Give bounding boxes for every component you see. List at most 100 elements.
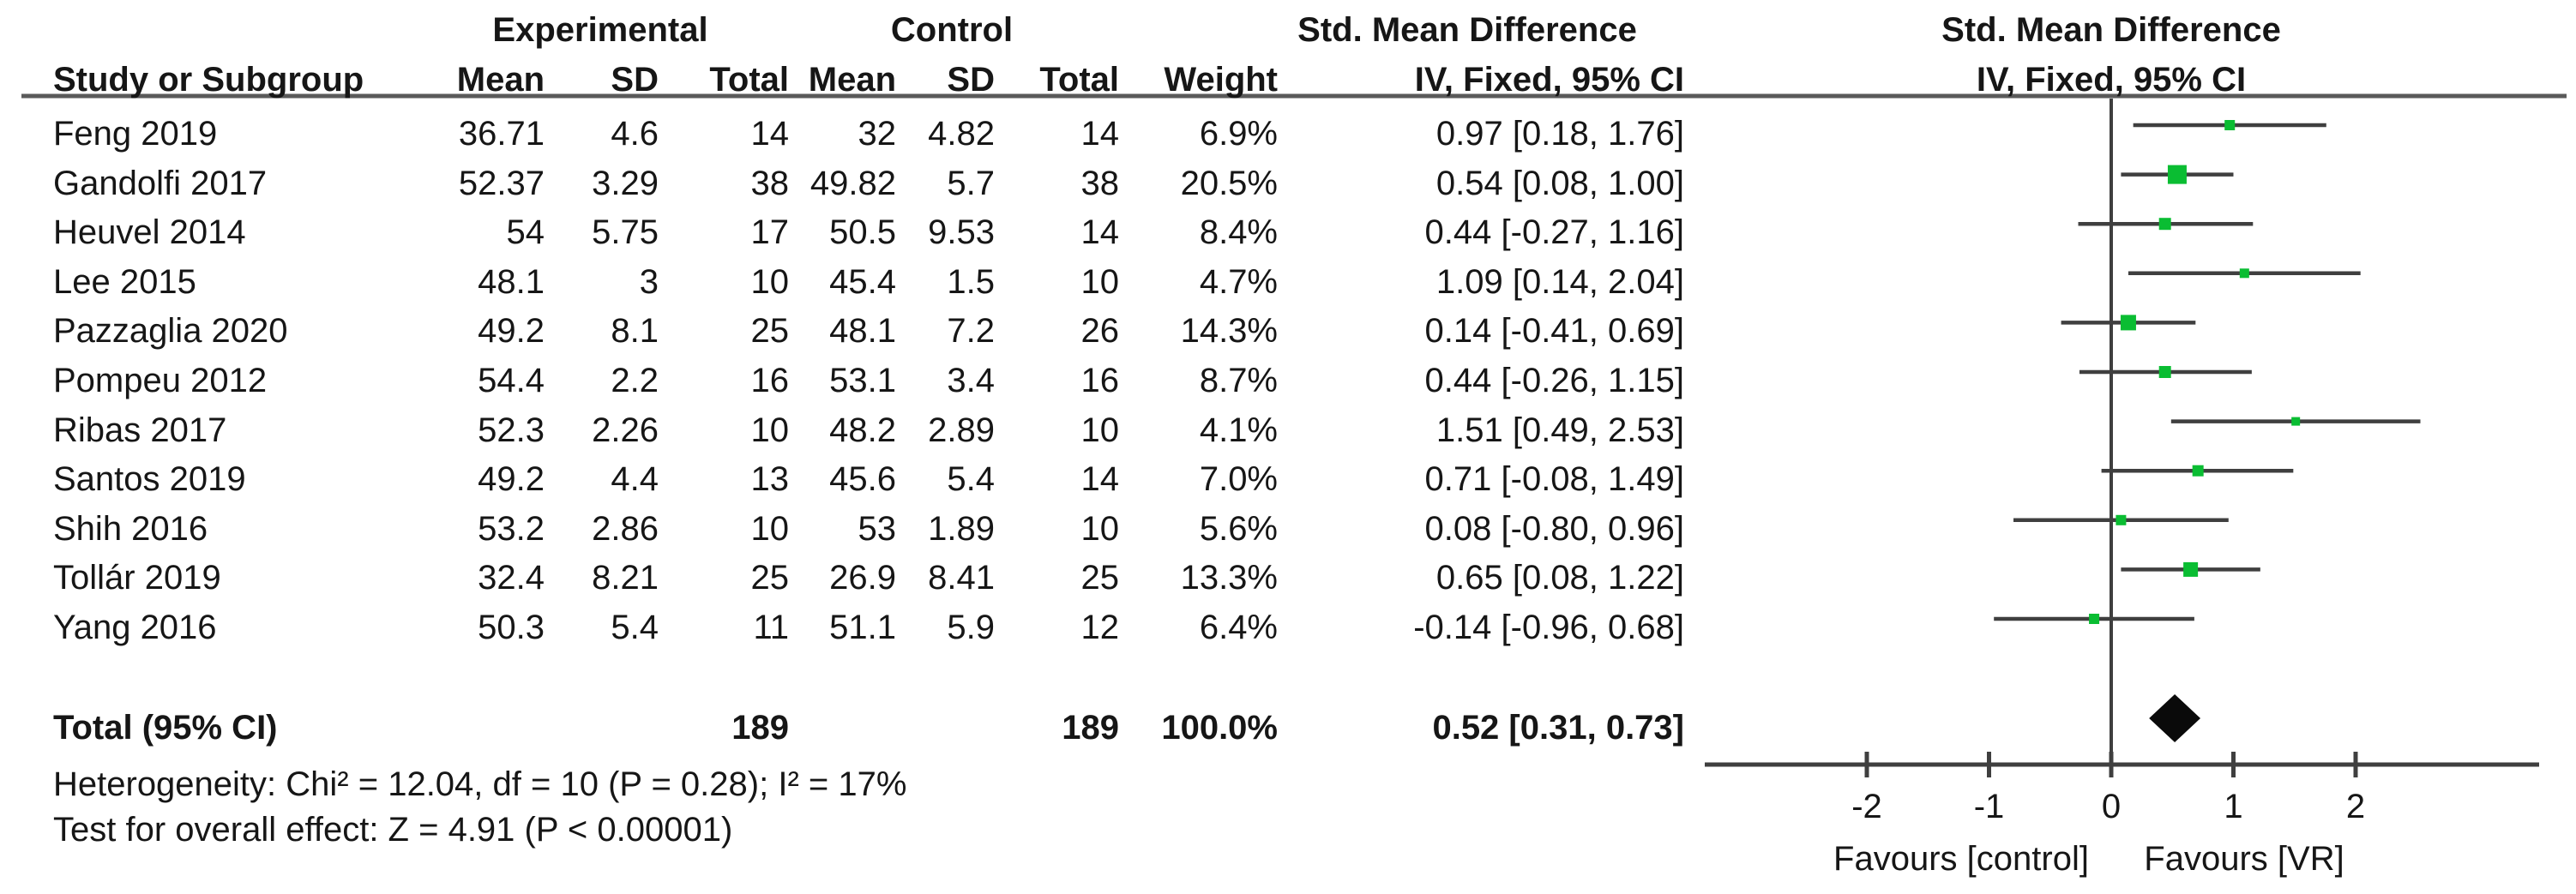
study-name: Gandolfi 2017 [53, 164, 268, 202]
overall-effect-note: Test for overall effect: Z = 4.91 (P < 0… [53, 811, 733, 849]
column-header-weight: Weight [1164, 61, 1278, 99]
group-header-experimental: Experimental [492, 11, 708, 49]
total-row-label: Total (95% CI) [53, 709, 278, 747]
effect-marker [2167, 165, 2187, 184]
ctrl-sd: 1.89 [928, 509, 995, 548]
ctrl-total: 14 [1080, 213, 1120, 252]
exp-total: 25 [750, 559, 790, 597]
exp-mean: 49.2 [478, 460, 545, 499]
ctrl-mean: 45.4 [829, 262, 896, 301]
effect-marker [2183, 561, 2199, 577]
smd-ci-estimate: 0.54 [0.08, 1.00] [1435, 164, 1684, 202]
ctrl-mean: 32 [858, 115, 897, 153]
effect-marker [2158, 218, 2171, 231]
column-header-ctrl-mean: Mean [808, 61, 896, 99]
study-name: Pompeu 2012 [53, 362, 268, 399]
ctrl-sd: 5.4 [947, 460, 995, 499]
ctrl-total: 10 [1080, 411, 1120, 449]
exp-total: 14 [750, 115, 790, 153]
exp-mean: 50.3 [478, 609, 545, 646]
effect-marker [2192, 465, 2204, 477]
exp-mean: 52.3 [478, 411, 545, 449]
weight: 4.1% [1199, 411, 1278, 449]
exp-total: 10 [750, 509, 790, 548]
ctrl-sd: 1.5 [947, 262, 995, 301]
exp-total: 38 [750, 164, 790, 202]
ctrl-total: 25 [1080, 559, 1120, 597]
study-name: Heuvel 2014 [53, 213, 246, 252]
ctrl-total: 38 [1080, 164, 1120, 202]
axis-tick-label: -2 [1851, 788, 1882, 825]
exp-sd: 8.1 [611, 312, 659, 351]
ctrl-sd: 4.82 [928, 115, 995, 153]
ctrl-total: 14 [1080, 460, 1120, 499]
exp-total: 10 [750, 411, 790, 449]
ctrl-mean: 49.82 [810, 164, 896, 202]
study-name: Feng 2019 [53, 115, 218, 153]
exp-sd: 5.4 [611, 609, 659, 646]
exp-mean: 53.2 [478, 509, 545, 548]
heterogeneity-note: Heterogeneity: Chi² = 12.04, df = 10 (P … [53, 765, 907, 803]
pooled-effect-diamond [2149, 694, 2201, 742]
total-exp-total: 189 [731, 709, 789, 747]
ctrl-total: 12 [1080, 609, 1120, 646]
exp-total: 13 [750, 460, 790, 499]
ctrl-mean: 48.2 [829, 411, 896, 449]
ctrl-total: 14 [1080, 115, 1120, 153]
weight: 8.4% [1199, 213, 1278, 252]
exp-sd: 8.21 [592, 559, 659, 597]
total-smd-ci: 0.52 [0.31, 0.73] [1432, 709, 1684, 747]
smd-ci-estimate: 0.97 [0.18, 1.76] [1435, 115, 1684, 153]
smd-ci-estimate: 1.51 [0.49, 2.53] [1435, 411, 1684, 449]
ctrl-mean: 53 [858, 509, 897, 548]
total-ctrl-total: 189 [1062, 709, 1119, 747]
ctrl-mean: 51.1 [829, 609, 896, 646]
ctrl-mean: 45.6 [829, 460, 896, 499]
weight: 14.3% [1180, 312, 1278, 351]
smd-ci-estimate: 0.08 [-0.80, 0.96] [1424, 509, 1684, 548]
weight: 7.0% [1199, 460, 1278, 499]
smd-ci-estimate: 0.71 [-0.08, 1.49] [1424, 460, 1684, 499]
study-name: Tollár 2019 [53, 559, 221, 597]
axis-tick-label: 2 [2345, 788, 2366, 825]
study-name: Santos 2019 [53, 460, 246, 499]
weight: 8.7% [1199, 362, 1278, 399]
axis-tick-label: 0 [2101, 788, 2122, 825]
exp-sd: 2.2 [611, 362, 659, 399]
exp-total: 16 [750, 362, 790, 399]
effect-marker [2224, 120, 2236, 130]
column-header-study: Study or Subgroup [53, 61, 364, 99]
ctrl-sd: 8.41 [928, 559, 995, 597]
effect-marker [2120, 315, 2136, 331]
exp-mean: 52.37 [458, 164, 545, 202]
ctrl-total: 10 [1080, 262, 1120, 301]
study-name: Lee 2015 [53, 262, 196, 301]
exp-mean: 54 [506, 213, 545, 252]
weight: 13.3% [1180, 559, 1278, 597]
ctrl-total: 26 [1080, 312, 1120, 351]
exp-sd: 3.29 [592, 164, 659, 202]
weight: 6.9% [1199, 115, 1278, 153]
weight: 5.6% [1199, 509, 1278, 548]
ctrl-sd: 9.53 [928, 213, 995, 252]
exp-mean: 48.1 [478, 262, 545, 301]
exp-total: 11 [753, 609, 789, 646]
exp-mean: 49.2 [478, 312, 545, 351]
column-header-exp-mean: Mean [456, 61, 545, 99]
smd-ci-estimate: 0.44 [-0.26, 1.15] [1424, 362, 1684, 399]
exp-mean: 32.4 [478, 559, 545, 597]
column-header-ci-plot: IV, Fixed, 95% CI [1976, 61, 2247, 99]
study-name: Pazzaglia 2020 [53, 312, 288, 351]
axis-tick-label: -1 [1973, 788, 2005, 825]
smd-ci-estimate: 1.09 [0.14, 2.04] [1435, 262, 1684, 301]
exp-sd: 5.75 [592, 213, 659, 252]
effect-marker [2291, 417, 2301, 426]
column-header-ctrl-total: Total [1039, 61, 1119, 99]
ctrl-sd: 7.2 [947, 312, 995, 351]
exp-mean: 54.4 [478, 362, 545, 399]
effect-marker [2158, 366, 2171, 378]
ctrl-sd: 5.9 [947, 609, 995, 646]
